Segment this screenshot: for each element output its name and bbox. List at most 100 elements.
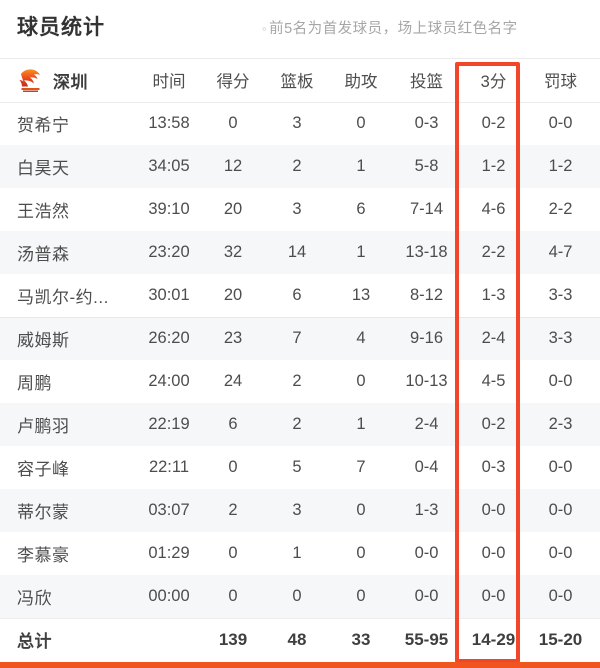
cell-fieldgoals: 1-3 [414,501,439,519]
cell-assists: 1 [356,243,366,261]
player-stats-table: 深圳 时间 得分 篮板 助攻 投篮 3分 罚球 抢 贺希宁 13:58 0 3 0 0-3… [0,59,600,661]
cell-threepointers: 0-2 [481,114,506,133]
cell-freethrows: 2-2 [548,200,573,218]
cell-rebounds: 3 [292,200,302,218]
cell-points: 32 [223,243,243,261]
table-header-row: 深圳 时间 得分 篮板 助攻 投篮 3分 罚球 抢 [0,59,600,102]
cell-player-name[interactable]: 容子峰 [17,460,70,479]
cell-fieldgoals: 0-4 [414,458,439,476]
column-header-team[interactable]: 深圳 [0,59,137,102]
cell-assists: 0 [356,586,366,605]
cell-total-minutes [137,618,201,661]
column-header-threepointers[interactable]: 3分 [460,59,527,102]
header-divider [0,58,600,59]
cell-player-name[interactable]: 蒂尔蒙 [17,503,70,522]
cell-threepointers: 0-0 [481,544,506,562]
cell-fieldgoals: 13-18 [405,243,448,261]
cell-assists: 0 [356,114,366,133]
cell-player-name[interactable]: 威姆斯 [17,331,70,351]
cell-rebounds: 1 [292,544,302,562]
cell-minutes: 39:10 [148,200,190,218]
cell-minutes: 30:01 [148,285,190,304]
cell-points: 12 [223,157,243,175]
cell-player-name[interactable]: 汤普森 [17,245,70,264]
cell-points: 20 [223,200,243,218]
table-head: 深圳 时间 得分 篮板 助攻 投篮 3分 罚球 抢 [0,59,600,102]
cell-steals-truncated [594,188,600,231]
cell-rebounds: 2 [292,372,302,390]
cell-assists: 6 [356,200,366,218]
column-header-minutes[interactable]: 时间 [137,59,201,102]
cell-points: 0 [228,114,238,133]
table-row[interactable]: 周鹏 24:00 24 2 0 10-13 4-5 0-0 [0,360,600,403]
cell-total-fieldgoals: 55-95 [404,629,449,649]
cell-player-name[interactable]: 卢鹏羽 [17,417,70,436]
cell-minutes: 13:58 [148,114,190,133]
column-header-points[interactable]: 得分 [201,59,265,102]
cell-freethrows: 2-3 [548,415,573,433]
cell-minutes: 03:07 [148,501,190,519]
cell-threepointers: 0-0 [481,501,506,519]
cell-threepointers: 2-2 [481,243,506,261]
cell-freethrows: 3-3 [548,329,573,348]
team-name-label: 深圳 [53,72,88,92]
cell-player-name[interactable]: 王浩然 [17,202,70,221]
table-total-row: 总计 139 48 33 55-95 14-29 15-20 [0,618,600,661]
cell-threepointers: 1-3 [481,285,506,304]
page-subtitle: ◦ 前5名为首发球员，场上球员红色名字 [262,17,518,38]
column-header-steals-truncated[interactable]: 抢 [594,59,600,102]
cell-threepointers: 2-4 [481,329,506,348]
table-row[interactable]: 容子峰 22:11 0 5 7 0-4 0-3 0-0 [0,446,600,489]
table-row[interactable]: 汤普森 23:20 32 14 1 13-18 2-2 4-7 [0,231,600,274]
table-row[interactable]: 蒂尔蒙 03:07 2 3 0 1-3 0-0 0-0 [0,489,600,532]
cell-player-name[interactable]: 冯欣 [17,588,52,608]
cell-player-name[interactable]: 贺希宁 [17,116,70,136]
cell-fieldgoals: 8-12 [409,285,444,304]
cell-points: 0 [228,458,238,476]
cell-player-name[interactable]: 马凯尔-约... [17,287,109,307]
cell-fieldgoals: 0-0 [414,544,439,562]
table-row[interactable]: 冯欣 00:00 0 0 0 0-0 0-0 0-0 [0,575,600,618]
cell-rebounds: 2 [292,157,302,175]
cell-minutes: 22:11 [148,458,190,476]
table-row[interactable]: 王浩然 39:10 20 3 6 7-14 4-6 2-2 [0,188,600,231]
column-header-assists[interactable]: 助攻 [329,59,393,102]
column-header-rebounds[interactable]: 篮板 [265,59,329,102]
cell-steals-truncated [594,575,600,618]
cell-player-name[interactable]: 白昊天 [17,159,70,178]
column-header-fieldgoals[interactable]: 投篮 [393,59,460,102]
table-row[interactable]: 白昊天 34:05 12 2 1 5-8 1-2 1-2 [0,145,600,188]
table-row[interactable]: 卢鹏羽 22:19 6 2 1 2-4 0-2 2-3 [0,403,600,446]
cell-total-freethrows: 15-20 [538,629,583,649]
cell-rebounds: 3 [292,114,302,133]
cell-steals-truncated [594,446,600,489]
cell-fieldgoals: 5-8 [414,157,439,175]
cell-assists: 13 [351,285,371,304]
cell-assists: 1 [356,415,366,433]
cell-steals-truncated [594,102,600,145]
cell-points: 0 [228,586,238,605]
page-title: 球员统计 [17,16,105,39]
cell-minutes: 00:00 [148,586,190,605]
cell-threepointers: 4-6 [481,200,506,218]
column-header-freethrows[interactable]: 罚球 [527,59,594,102]
cell-fieldgoals: 7-14 [409,200,444,218]
cell-total-assists: 33 [351,629,371,649]
cell-fieldgoals: 0-0 [414,586,439,605]
cell-minutes: 34:05 [148,157,190,175]
cell-total-steals-truncated [594,618,600,661]
cell-points: 23 [223,329,243,348]
cell-threepointers: 0-0 [481,586,506,605]
cell-minutes: 24:00 [148,372,190,390]
table-row[interactable]: 威姆斯 26:20 23 7 4 9-16 2-4 3-3 [0,317,600,360]
cell-steals-truncated [594,145,600,188]
cell-fieldgoals: 0-3 [414,114,439,133]
table-row[interactable]: 贺希宁 13:58 0 3 0 0-3 0-2 0-0 [0,102,600,145]
table-row[interactable]: 李慕豪 01:29 0 1 0 0-0 0-0 0-0 [0,532,600,575]
cell-minutes: 01:29 [148,544,190,562]
cell-player-name[interactable]: 周鹏 [17,374,52,393]
table-row[interactable]: 马凯尔-约... 30:01 20 6 13 8-12 1-3 3-3 [0,274,600,317]
cell-player-name[interactable]: 李慕豪 [17,546,70,565]
cell-threepointers: 4-5 [481,372,506,390]
cell-total-points: 139 [218,629,248,649]
